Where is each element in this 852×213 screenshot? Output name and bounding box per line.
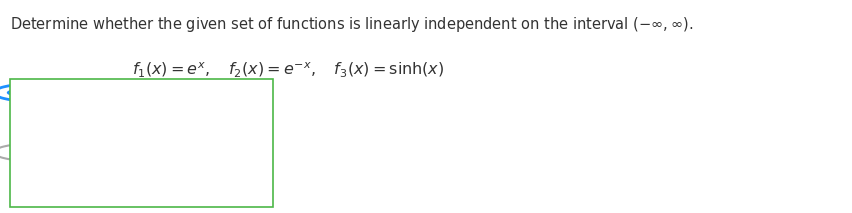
Text: linearly independent: linearly independent xyxy=(48,145,199,160)
Text: Determine whether the given set of functions is linearly independent on the inte: Determine whether the given set of funct… xyxy=(10,15,694,34)
Text: linearly dependent: linearly dependent xyxy=(48,85,186,100)
Text: ✓: ✓ xyxy=(234,191,251,210)
Circle shape xyxy=(7,88,46,98)
Text: $f_1(x) = e^x, \quad f_2(x) = e^{-x}, \quad f_3(x) = \sinh(x)$: $f_1(x) = e^x, \quad f_2(x) = e^{-x}, \q… xyxy=(132,60,445,79)
